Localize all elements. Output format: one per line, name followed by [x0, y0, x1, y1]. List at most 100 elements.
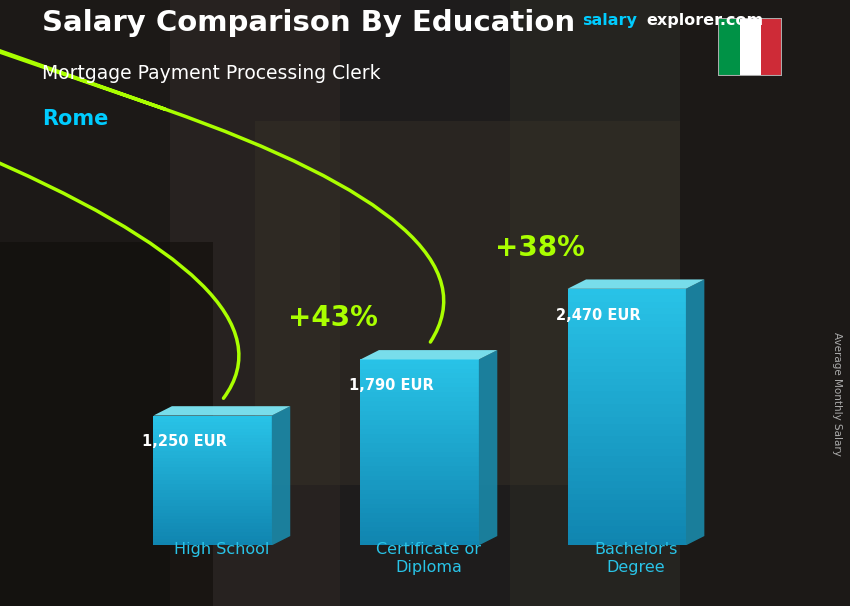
Bar: [153, 458, 272, 461]
Bar: [568, 315, 686, 321]
Bar: [153, 454, 272, 458]
Bar: [568, 494, 686, 501]
Bar: [568, 513, 686, 520]
Bar: [153, 416, 272, 419]
Bar: [153, 442, 272, 445]
Bar: [360, 457, 479, 462]
Bar: [510, 0, 680, 606]
Bar: [153, 425, 272, 428]
Bar: [568, 456, 686, 462]
Bar: [360, 536, 479, 541]
Bar: [360, 448, 479, 453]
Polygon shape: [153, 406, 290, 416]
Bar: [360, 471, 479, 476]
Bar: [360, 429, 479, 434]
Text: High School: High School: [174, 542, 269, 558]
Text: +38%: +38%: [495, 234, 585, 262]
Text: Average Monthly Salary: Average Monthly Salary: [832, 332, 842, 456]
Text: Bachelor's
Degree: Bachelor's Degree: [594, 542, 677, 574]
Bar: [568, 481, 686, 488]
Bar: [360, 467, 479, 471]
Bar: [153, 432, 272, 435]
Bar: [568, 436, 686, 443]
Bar: [360, 508, 479, 513]
Bar: [153, 503, 272, 507]
Bar: [0, 0, 170, 606]
Polygon shape: [272, 406, 290, 545]
Bar: [153, 448, 272, 451]
Bar: [153, 533, 272, 536]
Bar: [568, 359, 686, 366]
Bar: [360, 453, 479, 457]
Bar: [153, 481, 272, 484]
Bar: [360, 425, 479, 429]
Bar: [568, 533, 686, 539]
Bar: [153, 464, 272, 467]
Bar: [360, 476, 479, 481]
Bar: [153, 519, 272, 522]
Bar: [360, 392, 479, 397]
Bar: [568, 539, 686, 545]
Bar: [568, 327, 686, 334]
Text: explorer.com: explorer.com: [646, 13, 763, 28]
Bar: [568, 302, 686, 308]
Bar: [740, 18, 761, 76]
Bar: [153, 493, 272, 497]
Bar: [568, 334, 686, 340]
Bar: [360, 383, 479, 387]
Bar: [568, 443, 686, 449]
Bar: [568, 501, 686, 507]
Bar: [153, 516, 272, 519]
Bar: [360, 397, 479, 401]
Bar: [360, 415, 479, 420]
Text: Salary Comparison By Education: Salary Comparison By Education: [42, 9, 575, 37]
Polygon shape: [686, 279, 705, 545]
Bar: [170, 0, 340, 606]
Text: 2,470 EUR: 2,470 EUR: [557, 307, 641, 322]
Bar: [153, 435, 272, 438]
Bar: [360, 494, 479, 499]
Bar: [360, 522, 479, 527]
Bar: [153, 445, 272, 448]
Text: +43%: +43%: [288, 304, 377, 333]
Bar: [568, 488, 686, 494]
Bar: [360, 434, 479, 439]
Bar: [153, 467, 272, 471]
Bar: [568, 398, 686, 404]
Text: 1,250 EUR: 1,250 EUR: [142, 435, 227, 449]
Polygon shape: [479, 350, 497, 545]
Bar: [340, 0, 510, 606]
Bar: [0, 242, 212, 606]
Bar: [153, 419, 272, 422]
Text: Rome: Rome: [42, 109, 109, 129]
Bar: [360, 527, 479, 531]
Bar: [360, 406, 479, 411]
Bar: [568, 391, 686, 398]
Text: Mortgage Payment Processing Clerk: Mortgage Payment Processing Clerk: [42, 64, 381, 82]
Text: 1,790 EUR: 1,790 EUR: [349, 378, 434, 393]
Bar: [360, 485, 479, 490]
Bar: [568, 417, 686, 424]
Bar: [568, 385, 686, 391]
Bar: [153, 451, 272, 454]
Bar: [153, 461, 272, 464]
Bar: [568, 340, 686, 347]
Bar: [153, 526, 272, 529]
Bar: [568, 468, 686, 475]
Bar: [568, 372, 686, 379]
Bar: [568, 379, 686, 385]
Bar: [568, 424, 686, 430]
Bar: [360, 364, 479, 368]
Bar: [153, 487, 272, 490]
Bar: [360, 387, 479, 392]
Text: Certificate or
Diploma: Certificate or Diploma: [377, 542, 481, 574]
Bar: [360, 462, 479, 467]
Bar: [568, 347, 686, 353]
Bar: [153, 513, 272, 516]
Bar: [761, 18, 782, 76]
Bar: [153, 539, 272, 542]
Bar: [360, 359, 479, 364]
Bar: [153, 422, 272, 425]
Polygon shape: [568, 279, 705, 289]
Bar: [153, 471, 272, 474]
